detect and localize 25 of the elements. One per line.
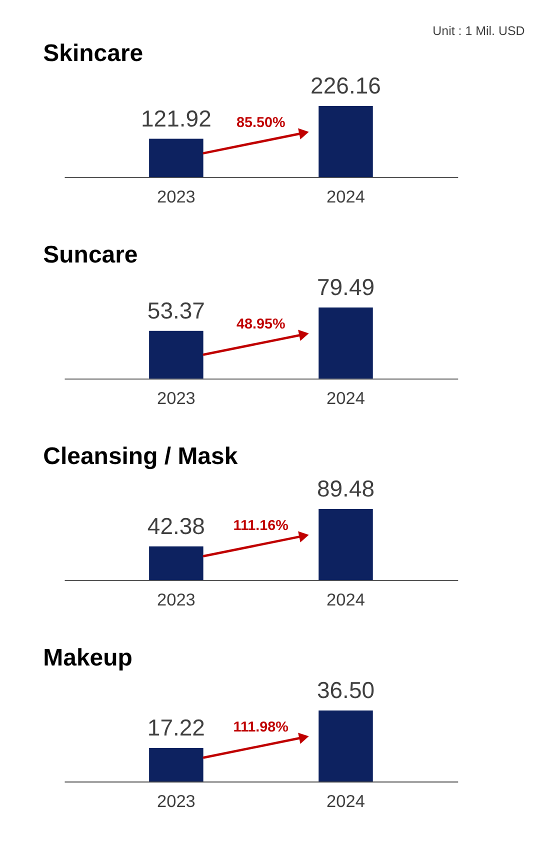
chart-title: Skincare — [43, 40, 144, 67]
annotation: 111.98% — [233, 720, 289, 736]
x-tick-label: 2023 — [157, 388, 196, 408]
annotation: 48.95% — [236, 316, 286, 333]
data-label: 89.48 — [316, 476, 375, 502]
x-tick-label: 2024 — [326, 790, 366, 811]
x-tick-label: 2024 — [326, 186, 366, 207]
x-tick-label: 2023 — [157, 589, 196, 610]
data-label: 79.49 — [316, 274, 375, 300]
data-label: 36.50 — [316, 677, 375, 704]
annotation: 85.50% — [236, 115, 286, 132]
data-label: 226.16 — [310, 72, 381, 99]
x-tick-label: 2024 — [326, 388, 366, 408]
chart-title: Suncare — [43, 241, 138, 268]
text: Unit : 1 Mil. USD — [432, 24, 525, 38]
data-label: 53.37 — [147, 297, 205, 324]
x-tick-label: 2023 — [157, 790, 196, 811]
x-tick-label: 2024 — [326, 589, 366, 610]
annotation: 111.16% — [233, 518, 289, 534]
chart-title: Cleansing / Mask — [43, 442, 238, 470]
chart-title: Makeup — [43, 644, 132, 672]
data-label: 121.92 — [140, 105, 212, 132]
data-label: 17.22 — [147, 714, 205, 741]
data-label: 42.38 — [147, 512, 205, 539]
x-tick-label: 2023 — [157, 186, 196, 207]
